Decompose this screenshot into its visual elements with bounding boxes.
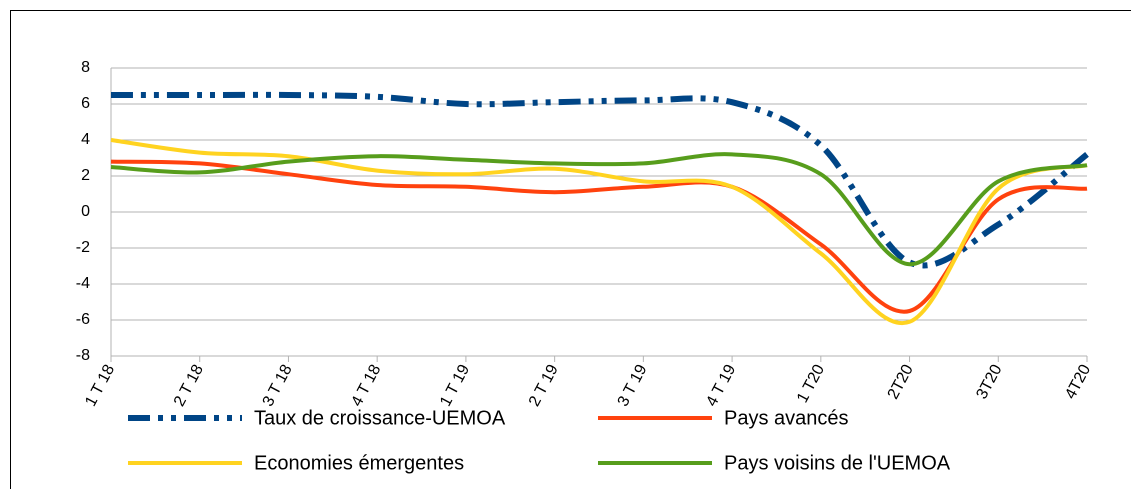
- x-tick-label: 3T20: [973, 362, 1005, 402]
- legend-label: Economies émergentes: [254, 452, 464, 474]
- y-tick-label: 8: [81, 59, 90, 76]
- y-tick-label: 2: [81, 167, 90, 184]
- y-tick-label: 0: [81, 203, 90, 220]
- x-tick-label: 1 T 19: [437, 362, 473, 410]
- x-tick-label: 4 T 18: [348, 362, 384, 410]
- x-tick-label: 1 T 18: [82, 362, 118, 410]
- y-tick-label: -4: [76, 275, 90, 292]
- x-tick-label: 4 T 19: [703, 362, 739, 410]
- legend-label: Taux de croissance-UEMOA: [254, 407, 506, 429]
- x-tick-label: 3 T 19: [615, 362, 651, 410]
- x-tick-label: 1 T20: [794, 362, 828, 406]
- x-tick-label: 2T20: [885, 362, 917, 402]
- y-tick-label: -2: [76, 239, 90, 256]
- y-tick-label: 6: [81, 95, 90, 112]
- legend-label: Pays voisins de l'UEMOA: [724, 452, 951, 474]
- series-line: [110, 152, 1088, 267]
- x-tick-label: 2 T 19: [526, 362, 562, 410]
- x-tick-label: 4T20: [1062, 362, 1094, 402]
- x-tick-label: 2 T 18: [171, 362, 207, 410]
- legend-label: Pays avancés: [724, 407, 849, 429]
- y-tick-label: -6: [76, 311, 90, 328]
- y-tick-label: -8: [76, 347, 90, 364]
- series-line: [110, 159, 1088, 314]
- chart-frame: [10, 10, 1131, 489]
- series-line: [110, 138, 1088, 326]
- series-line: [110, 91, 1089, 269]
- legend: Taux de croissance-UEMOA Pays avancés Econ…: [128, 407, 951, 474]
- y-tick-label: 4: [81, 131, 90, 148]
- x-tick-label: 3 T 18: [260, 362, 296, 410]
